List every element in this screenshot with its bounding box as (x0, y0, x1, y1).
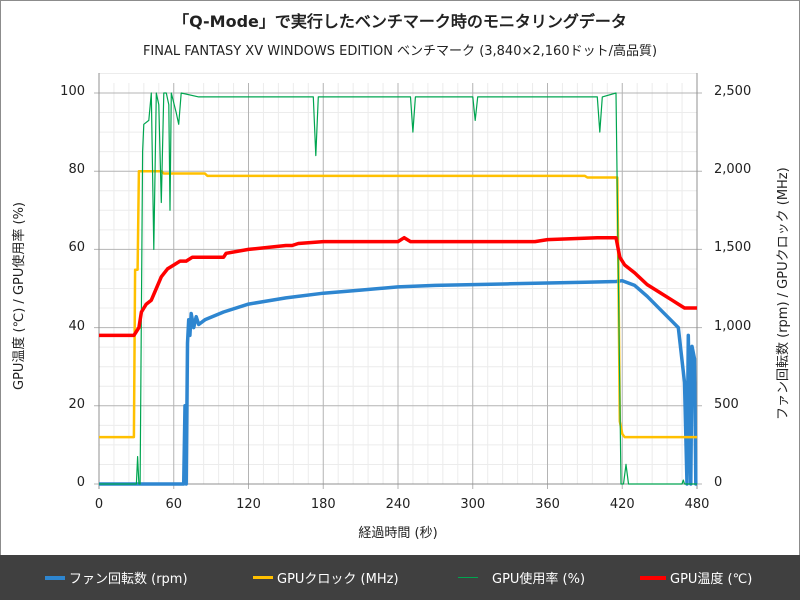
series-line-0 (99, 278, 698, 486)
y-axis-left-label: GPU温度 (℃) / GPU使用率 (%) (12, 201, 27, 390)
legend-swatch-temp (640, 575, 666, 580)
legend-swatch-clock (253, 576, 273, 579)
x-tick-label: 60 (165, 497, 183, 512)
chart-title: 「Q-Mode」で実行したベンチマーク時のモニタリングデータ (173, 12, 627, 31)
x-tick-label: 360 (535, 497, 560, 512)
x-tick-label: 480 (684, 497, 710, 512)
y-right-tick-label: 1,500 (714, 240, 752, 256)
x-tick-label: 240 (385, 497, 411, 512)
y-left-tick-label: 80 (68, 162, 85, 178)
legend-swatch-usage (458, 577, 478, 578)
series-lines (99, 92, 698, 486)
legend-label-temp: GPU温度 (℃) (670, 572, 753, 587)
x-tick-label: 120 (236, 497, 261, 512)
x-tick-label: 180 (310, 497, 336, 512)
legend-item-clock: GPUクロック (MHz) (253, 568, 399, 587)
series-line-3 (99, 235, 697, 338)
y-right-tick-label: 0 (714, 475, 723, 490)
legend-item-temp: GPU温度 (℃) (640, 568, 752, 587)
y-left-tick-label: 20 (68, 396, 85, 412)
y-right-tick-label: 1,000 (714, 318, 752, 334)
legend-item-usage: GPU使用率 (%) (458, 568, 585, 587)
major-grid (94, 73, 702, 489)
x-tick-label: 420 (609, 497, 635, 512)
x-axis-label: 経過時間 (秒) (358, 526, 438, 541)
y-right-tick-label: 500 (714, 396, 739, 412)
legend-label-usage: GPU使用率 (%) (492, 572, 586, 587)
y-left-tick-label: 60 (68, 240, 85, 256)
legend: ファン回転数 (rpm) GPUクロック (MHz) GPU使用率 (%) GP… (0, 555, 800, 600)
minor-grid (99, 72, 697, 484)
legend-label-fan: ファン回転数 (rpm) (69, 572, 188, 587)
y-left-tick-label: 0 (76, 475, 85, 490)
y-left-tick-label: 40 (68, 318, 85, 334)
legend-swatch-fan (45, 575, 65, 580)
series-line-2 (99, 92, 697, 485)
y-right-tick-label: 2,000 (714, 162, 752, 178)
x-tick-label: 300 (460, 497, 486, 512)
chart-subtitle: FINAL FANTASY XV WINDOWS EDITION ベンチマーク … (142, 44, 658, 59)
legend-item-fan: ファン回転数 (rpm) (45, 568, 188, 587)
y-right-tick-label: 2,500 (714, 84, 752, 99)
x-tick-label: 0 (94, 497, 104, 512)
y-left-tick-label: 100 (60, 84, 85, 99)
legend-label-clock: GPUクロック (MHz) (277, 572, 399, 587)
y-axis-right-label: ファン回転数 (rpm) / GPUクロック (MHz) (776, 167, 791, 420)
